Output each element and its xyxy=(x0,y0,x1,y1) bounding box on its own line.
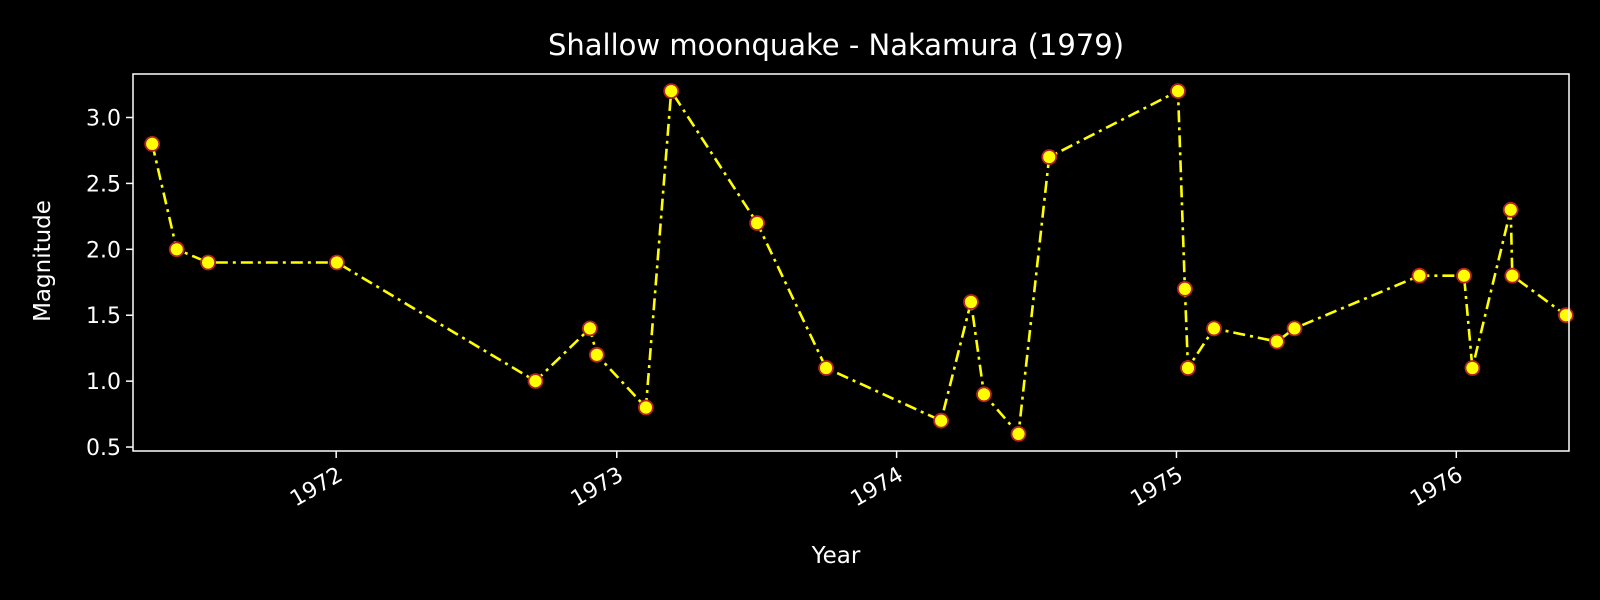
x-tick-label: 1972 xyxy=(286,463,347,513)
data-point xyxy=(1502,201,1519,218)
data-point xyxy=(1170,83,1186,99)
data-point xyxy=(1041,149,1058,165)
data-point xyxy=(200,254,217,271)
y-tick-label: 2.0 xyxy=(86,238,121,263)
data-point xyxy=(933,412,949,429)
data-point xyxy=(588,346,605,363)
data-point xyxy=(749,215,765,231)
data-point xyxy=(818,360,834,376)
x-axis-label: Year xyxy=(811,543,861,569)
y-tick-label: 1.0 xyxy=(86,370,121,395)
data-point xyxy=(1177,280,1193,297)
data-point xyxy=(328,254,345,271)
plot-frame xyxy=(132,73,1570,452)
data-point xyxy=(1206,320,1222,337)
data-point xyxy=(1456,267,1472,284)
data-point xyxy=(663,83,680,99)
data-point xyxy=(1464,360,1481,376)
data-point xyxy=(1286,320,1303,337)
data-point xyxy=(638,399,654,416)
x-tick-label: 1975 xyxy=(1126,463,1187,513)
x-tick-label: 1974 xyxy=(847,463,908,513)
data-point xyxy=(168,241,185,258)
chart-title: Shallow moonquake - Nakamura (1979) xyxy=(548,28,1124,62)
data-point xyxy=(1558,307,1574,324)
series-layer xyxy=(144,83,1574,442)
data-point xyxy=(1504,267,1521,284)
x-tick-label: 1976 xyxy=(1406,463,1467,513)
y-axis-label: Magnitude xyxy=(30,200,56,322)
series-line xyxy=(150,89,1567,436)
y-axis-ticks: 0.5 1.0 1.5 2.0 2.5 3.0 xyxy=(86,107,133,461)
data-point xyxy=(976,386,992,403)
data-point xyxy=(1010,425,1027,442)
x-tick-label: 1973 xyxy=(567,463,628,513)
y-tick-label: 2.5 xyxy=(86,172,121,197)
data-point xyxy=(963,294,979,310)
y-tick-label: 1.5 xyxy=(86,304,121,329)
data-point xyxy=(144,135,161,152)
data-point xyxy=(1411,267,1428,284)
data-point xyxy=(1180,360,1196,376)
x-axis-ticks: 1972 1973 1974 1975 1976 xyxy=(286,451,1467,512)
y-tick-label: 0.5 xyxy=(86,436,121,461)
data-point xyxy=(1269,333,1285,350)
data-point xyxy=(582,320,598,337)
y-tick-label: 3.0 xyxy=(86,107,121,132)
data-point xyxy=(527,373,544,390)
